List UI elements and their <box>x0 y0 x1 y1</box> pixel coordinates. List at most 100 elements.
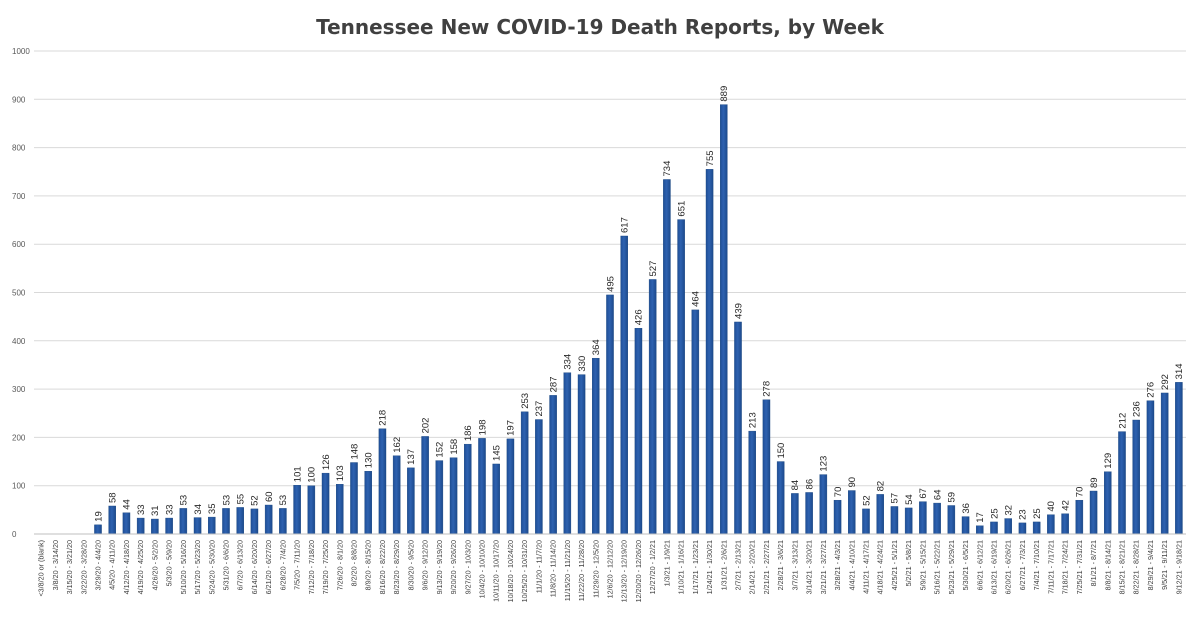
bar <box>976 525 984 535</box>
bar <box>250 508 259 535</box>
data-label: 52 <box>861 495 872 506</box>
data-label: 44 <box>122 499 133 510</box>
x-tick-label: 9/13/20 - 9/19/20 <box>435 540 444 594</box>
data-label: 34 <box>193 504 204 515</box>
bar <box>208 516 216 535</box>
x-tick-label: 2/21/21 - 2/27/21 <box>762 540 771 594</box>
x-tick-label: 3/29/20 - 4/4/20 <box>94 540 103 590</box>
y-tick-label: 200 <box>12 433 26 442</box>
data-label: 58 <box>108 492 119 503</box>
data-label: 278 <box>762 381 773 397</box>
data-label: 86 <box>804 479 815 490</box>
data-label: 53 <box>221 495 232 506</box>
data-label: 889 <box>719 86 730 102</box>
x-tick-label: 7/5/20 - 7/11/20 <box>293 540 302 590</box>
y-tick-label: 100 <box>12 482 26 491</box>
x-tick-label: 5/2/21 - 5/8/21 <box>904 540 913 586</box>
x-tick-label: 7/26/20 - 8/1/20 <box>335 540 344 590</box>
bar <box>648 279 657 535</box>
bar <box>734 321 742 535</box>
x-tick-label: 4/5/20 - 4/11/20 <box>108 540 117 590</box>
bar <box>592 357 600 535</box>
bar <box>1047 514 1055 535</box>
x-tick-label: 8/8/21 - 8/14/21 <box>1103 540 1112 590</box>
x-tick-label: 12/6/20 - 12/12/20 <box>606 540 615 598</box>
bar <box>677 219 685 535</box>
x-tick-label: 4/11/21 - 4/17/21 <box>862 540 871 594</box>
data-label: 162 <box>392 437 403 453</box>
data-label: 54 <box>904 494 915 505</box>
bar <box>279 508 287 535</box>
x-tick-label: 4/26/20 - 5/2/20 <box>150 540 159 590</box>
x-tick-label: 8/1/21 - 8/7/21 <box>1089 540 1098 586</box>
bar <box>193 517 202 535</box>
x-tick-label: 12/20/20 - 12/26/20 <box>634 540 643 602</box>
x-tick-label: 5/10/20 - 5/16/20 <box>179 540 188 594</box>
x-tick-label: 7/12/20 - 7/18/20 <box>307 540 316 594</box>
y-tick-label: 0 <box>12 530 17 539</box>
bar <box>421 436 429 535</box>
bar <box>1175 382 1183 535</box>
bar <box>577 374 586 535</box>
x-tick-label: 12/27/20 - 1/2/21 <box>648 540 657 594</box>
data-label: 145 <box>492 445 503 461</box>
data-label: 213 <box>748 412 759 428</box>
bar <box>762 399 771 535</box>
data-label: 186 <box>463 425 474 441</box>
data-label: 33 <box>136 504 147 515</box>
x-tick-label: 11/29/20 - 12/5/20 <box>591 540 600 598</box>
data-label: 53 <box>278 495 289 506</box>
data-label: 52 <box>250 495 261 506</box>
x-tick-label: <3/8/20 or (blank) <box>37 540 46 597</box>
bar <box>549 395 557 535</box>
x-tick-label: 7/25/21 - 7/31/21 <box>1075 540 1084 594</box>
x-tick-label: 4/19/20 - 4/25/20 <box>136 540 145 594</box>
data-label: 53 <box>179 495 190 506</box>
data-label: 152 <box>435 442 446 458</box>
bar <box>819 474 828 535</box>
data-label: 495 <box>605 276 616 292</box>
x-tick-label: 4/12/20 - 4/18/20 <box>122 540 131 594</box>
data-label: 55 <box>236 494 247 505</box>
x-tick-label: 1/17/21 - 1/23/21 <box>691 540 700 594</box>
bar <box>634 328 643 535</box>
data-label: 202 <box>420 418 431 434</box>
data-label: 31 <box>150 505 161 516</box>
x-tick-label: 9/12/21 - 9/18/21 <box>1174 540 1183 594</box>
x-tick-label: 8/22/21 - 8/28/21 <box>1132 540 1141 594</box>
y-tick-label: 300 <box>12 385 26 394</box>
bar <box>464 443 472 535</box>
x-tick-label: 1/24/21 - 1/30/21 <box>705 540 714 594</box>
x-tick-label: 3/14/21 - 3/20/21 <box>805 540 814 594</box>
data-label: 82 <box>876 481 887 492</box>
data-label: 158 <box>449 439 460 455</box>
data-label: 334 <box>563 354 574 370</box>
data-label: 148 <box>349 444 360 460</box>
bar <box>392 455 401 535</box>
data-label: 32 <box>1004 505 1015 516</box>
bar <box>1132 419 1140 535</box>
x-tick-label: 10/25/20 - 10/31/20 <box>520 540 529 602</box>
x-tick-label: 1/31/21 - 2/6/21 <box>719 540 728 590</box>
data-label: 36 <box>961 503 972 514</box>
data-label: 123 <box>819 456 830 472</box>
data-label: 617 <box>620 217 631 233</box>
bar <box>94 524 102 535</box>
y-tick-label: 700 <box>12 192 26 201</box>
data-label: 23 <box>1018 509 1029 520</box>
x-tick-label: 3/8/20 - 3/14/20 <box>51 540 60 590</box>
data-label: 292 <box>1160 374 1171 390</box>
x-tick-label: 6/14/20 - 6/20/20 <box>250 540 259 594</box>
data-label: 314 <box>1174 363 1185 379</box>
bar <box>933 502 941 535</box>
data-label: 90 <box>847 477 858 488</box>
data-label: 237 <box>534 401 545 417</box>
x-tick-label: 8/9/20 - 8/15/20 <box>364 540 373 590</box>
bar <box>407 467 415 535</box>
bar <box>833 499 842 535</box>
x-tick-label: 6/27/21 - 7/3/21 <box>1018 540 1027 590</box>
bar <box>492 463 500 535</box>
x-tick-label: 6/13/21 - 6/19/21 <box>990 540 999 594</box>
bar <box>336 484 344 535</box>
